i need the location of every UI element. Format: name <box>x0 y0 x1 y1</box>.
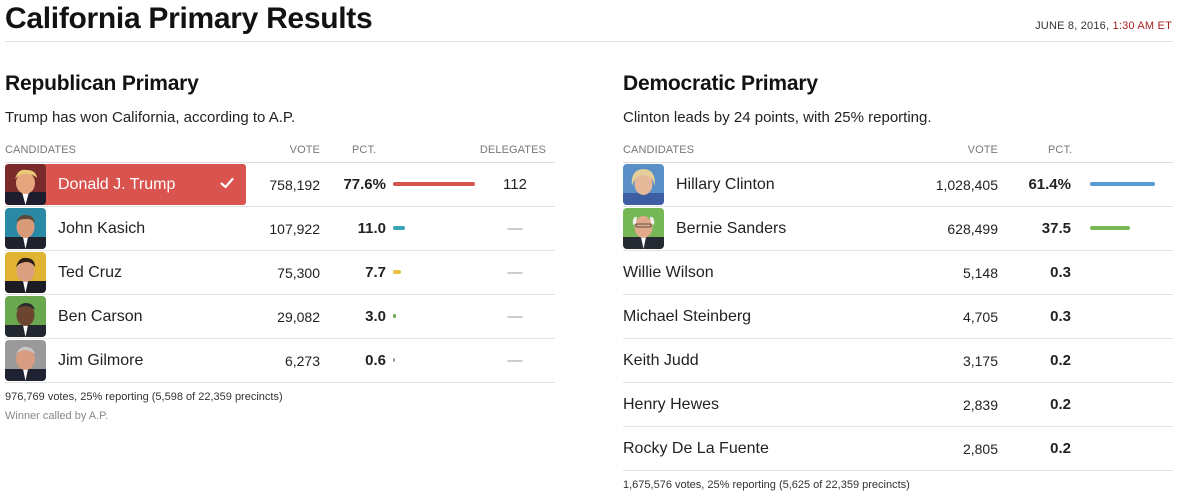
candidate-name: Bernie Sanders <box>676 220 787 237</box>
candidate-name: Rocky De La Fuente <box>623 440 769 457</box>
pct-bar <box>393 358 395 362</box>
candidate-pct: 0.2 <box>1050 396 1071 413</box>
candidate-pct: 0.2 <box>1050 352 1071 369</box>
candidate-row-wilson[interactable]: Willie Wilson 5,148 0.3 <box>623 251 1173 295</box>
candidate-votes: 75,300 <box>277 265 320 281</box>
candidate-name: Henry Hewes <box>623 396 720 413</box>
candidate-row-judd[interactable]: Keith Judd 3,175 0.2 <box>623 339 1173 383</box>
candidate-photo-gilmore <box>5 340 46 381</box>
candidate-row-kasich[interactable]: John Kasich 107,922 11.0 — <box>5 207 555 251</box>
header-pct: PCT. <box>1048 144 1073 156</box>
pct-bar <box>393 182 476 186</box>
candidate-delegates: — <box>507 264 523 281</box>
republican-winner-note: Winner called by A.P. <box>5 410 109 422</box>
democratic-vote-summary: 1,675,576 votes, 25% reporting (5,625 of… <box>623 479 910 491</box>
candidate-row-steinberg[interactable]: Michael Steinberg 4,705 0.3 <box>623 295 1173 339</box>
candidate-pct: 61.4% <box>1028 176 1071 193</box>
republican-vote-summary: 976,769 votes, 25% reporting (5,598 of 2… <box>5 391 283 403</box>
candidate-name: Willie Wilson <box>623 264 714 281</box>
header-vote: VOTE <box>289 144 320 156</box>
header-candidates: CANDIDATES <box>623 144 695 156</box>
candidate-votes: 758,192 <box>269 177 320 193</box>
timestamp: JUNE 8, 2016, 1:30 AM ET <box>1035 20 1172 32</box>
candidate-delegates: — <box>507 220 523 237</box>
candidate-name: Donald J. Trump <box>58 176 176 193</box>
header-pct: PCT. <box>352 144 377 156</box>
pct-bar <box>393 226 405 230</box>
pct-bar <box>393 314 397 318</box>
candidate-delegates: 112 <box>503 176 527 193</box>
page-title: California Primary Results <box>5 2 373 35</box>
candidate-pct: 7.7 <box>365 264 386 281</box>
candidate-row-trump[interactable]: Donald J. Trump 758,192 77.6% 112 <box>5 163 555 207</box>
candidate-row-hewes[interactable]: Henry Hewes 2,839 0.2 <box>623 383 1173 427</box>
candidate-votes: 628,499 <box>947 221 998 237</box>
democratic-primary: Democratic Primary Clinton leads by 24 p… <box>623 72 1173 491</box>
candidate-votes: 6,273 <box>284 353 320 369</box>
candidate-name: John Kasich <box>58 220 146 237</box>
candidate-row-cruz[interactable]: Ted Cruz 75,300 7.7 — <box>5 251 555 295</box>
pct-bar <box>393 270 402 274</box>
candidate-photo-kasich <box>5 208 46 249</box>
candidate-row-clinton[interactable]: Hillary Clinton 1,028,405 61.4% <box>623 163 1173 207</box>
republican-status: Trump has won California, according to A… <box>5 109 296 126</box>
candidate-row-delafuente[interactable]: Rocky De La Fuente 2,805 0.2 <box>623 427 1173 471</box>
candidate-pct: 77.6% <box>343 176 386 193</box>
candidate-pct: 0.6 <box>365 352 386 369</box>
timestamp-time: 1:30 AM ET <box>1112 20 1172 32</box>
candidate-delegates: — <box>507 352 523 369</box>
democratic-title: Democratic Primary <box>623 72 818 95</box>
candidate-pct: 0.3 <box>1050 308 1071 325</box>
candidate-delegates: — <box>507 308 523 325</box>
candidate-votes: 3,175 <box>962 353 998 369</box>
candidate-pct: 0.2 <box>1050 440 1071 457</box>
republican-primary: Republican Primary Trump has won Califor… <box>5 72 555 422</box>
candidate-pct: 3.0 <box>365 308 386 325</box>
republican-column-headers: CANDIDATES VOTE PCT. DELEGATES <box>5 142 555 163</box>
candidate-votes: 29,082 <box>277 309 320 325</box>
candidate-row-gilmore[interactable]: Jim Gilmore 6,273 0.6 — <box>5 339 555 383</box>
timestamp-date: JUNE 8, 2016, <box>1035 20 1110 32</box>
candidate-photo-cruz <box>5 252 46 293</box>
pct-bar <box>1090 226 1130 230</box>
pct-bar <box>1090 182 1156 186</box>
candidate-name: Ted Cruz <box>58 264 123 281</box>
candidate-votes: 5,148 <box>962 265 998 281</box>
republican-title: Republican Primary <box>5 72 199 95</box>
candidate-row-carson[interactable]: Ben Carson 29,082 3.0 — <box>5 295 555 339</box>
candidate-photo-trump <box>5 164 46 205</box>
candidate-name: Michael Steinberg <box>623 308 752 325</box>
candidate-photo-sanders <box>623 208 664 249</box>
candidate-photo-clinton <box>623 164 664 205</box>
candidate-row-sanders[interactable]: Bernie Sanders 628,499 37.5 <box>623 207 1173 251</box>
democratic-status: Clinton leads by 24 points, with 25% rep… <box>623 109 932 126</box>
candidate-photo-carson <box>5 296 46 337</box>
candidate-name: Jim Gilmore <box>58 352 144 369</box>
candidate-pct: 0.3 <box>1050 264 1071 281</box>
header-candidates: CANDIDATES <box>5 144 77 156</box>
header-vote: VOTE <box>967 144 998 156</box>
democratic-column-headers: CANDIDATES VOTE PCT. <box>623 142 1173 163</box>
candidate-votes: 2,839 <box>962 397 998 413</box>
candidate-votes: 2,805 <box>962 441 998 457</box>
candidate-pct: 37.5 <box>1041 220 1071 237</box>
candidate-votes: 1,028,405 <box>935 177 998 193</box>
candidate-name: Hillary Clinton <box>676 176 775 193</box>
candidate-name: Keith Judd <box>623 352 699 369</box>
candidate-pct: 11.0 <box>357 220 386 237</box>
header-delegates: DELEGATES <box>479 144 546 156</box>
title-divider <box>5 41 1173 42</box>
checkmark-icon <box>220 177 234 189</box>
candidate-votes: 107,922 <box>269 221 320 237</box>
candidate-votes: 4,705 <box>962 309 998 325</box>
candidate-name: Ben Carson <box>58 308 143 325</box>
